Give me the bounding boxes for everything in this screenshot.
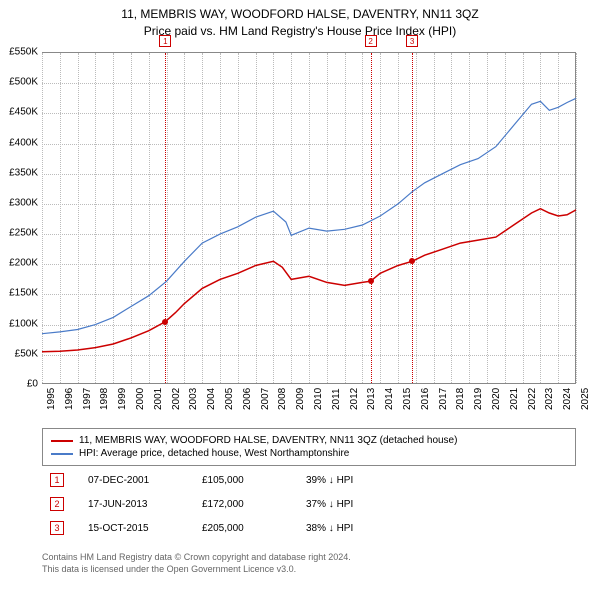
- y-tick-label: £100K: [9, 318, 38, 329]
- series-hpi: [42, 98, 576, 333]
- x-tick-label: 2003: [188, 388, 199, 410]
- x-tick-label: 2009: [295, 388, 306, 410]
- sale-row-price: £172,000: [202, 499, 282, 510]
- legend-label: HPI: Average price, detached house, West…: [79, 448, 349, 459]
- sale-row-badge: 1: [50, 473, 64, 487]
- y-tick-label: £150K: [9, 288, 38, 299]
- x-tick-label: 2013: [366, 388, 377, 410]
- x-tick-label: 2005: [224, 388, 235, 410]
- sale-row-hpi: 38% ↓ HPI: [306, 523, 396, 534]
- legend-swatch-property: [51, 440, 73, 442]
- sale-row-badge: 2: [50, 497, 64, 511]
- x-axis-labels: 1995 1996 1997 1998 1999 2000 2001 2002 2003 2004…: [42, 388, 576, 428]
- sale-row-price: £105,000: [202, 475, 282, 486]
- legend-row: HPI: Average price, detached house, West…: [51, 448, 567, 459]
- footnote: Contains HM Land Registry data © Crown c…: [42, 552, 576, 575]
- x-tick-label: 2019: [473, 388, 484, 410]
- x-tick-label: 2020: [491, 388, 502, 410]
- sale-table-row: 2 17-JUN-2013 £172,000 37% ↓ HPI: [42, 492, 576, 516]
- y-tick-label: £250K: [9, 228, 38, 239]
- y-tick-label: £0: [27, 379, 38, 390]
- sale-row-date: 17-JUN-2013: [88, 499, 178, 510]
- x-tick-label: 2017: [438, 388, 449, 410]
- footnote-line1: Contains HM Land Registry data © Crown c…: [42, 552, 576, 564]
- x-tick-label: 2015: [402, 388, 413, 410]
- x-tick-label: 2014: [384, 388, 395, 410]
- x-tick-label: 1999: [117, 388, 128, 410]
- y-tick-label: £300K: [9, 197, 38, 208]
- chart-title-line1: 11, MEMBRIS WAY, WOODFORD HALSE, DAVENTR…: [0, 6, 600, 23]
- sale-marker-dot: [368, 278, 374, 284]
- x-tick-label: 1998: [99, 388, 110, 410]
- x-tick-label: 2006: [242, 388, 253, 410]
- y-axis-labels: £0£50K£100K£150K£200K£250K£300K£350K£400…: [0, 52, 40, 384]
- y-tick-label: £550K: [9, 47, 38, 58]
- sale-row-price: £205,000: [202, 523, 282, 534]
- plot-area: 123: [42, 52, 576, 384]
- sale-table-row: 1 07-DEC-2001 £105,000 39% ↓ HPI: [42, 468, 576, 492]
- x-tick-label: 2000: [135, 388, 146, 410]
- x-tick-label: 2007: [260, 388, 271, 410]
- sale-row-date: 07-DEC-2001: [88, 475, 178, 486]
- sale-row-hpi: 39% ↓ HPI: [306, 475, 396, 486]
- x-tick-label: 2010: [313, 388, 324, 410]
- grid-line-v: [576, 53, 577, 383]
- x-tick-label: 1997: [82, 388, 93, 410]
- y-tick-label: £200K: [9, 258, 38, 269]
- sale-marker-badge: 1: [159, 35, 171, 47]
- x-tick-label: 1995: [46, 388, 57, 410]
- sale-row-badge: 3: [50, 521, 64, 535]
- chart-title-block: 11, MEMBRIS WAY, WOODFORD HALSE, DAVENTR…: [0, 0, 600, 40]
- x-tick-label: 2023: [544, 388, 555, 410]
- x-tick-label: 2018: [455, 388, 466, 410]
- x-tick-label: 2016: [420, 388, 431, 410]
- sales-table: 1 07-DEC-2001 £105,000 39% ↓ HPI 2 17-JUN-201…: [42, 468, 576, 540]
- x-tick-label: 2021: [509, 388, 520, 410]
- sale-marker-dot: [162, 319, 168, 325]
- x-tick-label: 1996: [64, 388, 75, 410]
- x-tick-label: 2001: [153, 388, 164, 410]
- legend: 11, MEMBRIS WAY, WOODFORD HALSE, DAVENTR…: [42, 428, 576, 466]
- x-tick-label: 2022: [527, 388, 538, 410]
- sale-table-row: 3 15-OCT-2015 £205,000 38% ↓ HPI: [42, 516, 576, 540]
- chart-title-line2: Price paid vs. HM Land Registry's House …: [0, 23, 600, 40]
- y-tick-label: £350K: [9, 167, 38, 178]
- y-tick-label: £500K: [9, 77, 38, 88]
- x-tick-label: 2002: [171, 388, 182, 410]
- x-tick-label: 2008: [277, 388, 288, 410]
- chart-container: 11, MEMBRIS WAY, WOODFORD HALSE, DAVENTR…: [0, 0, 600, 590]
- y-tick-label: £400K: [9, 137, 38, 148]
- sale-marker-dot: [409, 258, 415, 264]
- sale-row-hpi: 37% ↓ HPI: [306, 499, 396, 510]
- footnote-line2: This data is licensed under the Open Gov…: [42, 564, 576, 576]
- x-tick-label: 2012: [349, 388, 360, 410]
- sale-row-date: 15-OCT-2015: [88, 523, 178, 534]
- legend-swatch-hpi: [51, 453, 73, 455]
- x-tick-label: 2004: [206, 388, 217, 410]
- x-tick-label: 2011: [331, 388, 342, 410]
- legend-row: 11, MEMBRIS WAY, WOODFORD HALSE, DAVENTR…: [51, 435, 567, 446]
- legend-label: 11, MEMBRIS WAY, WOODFORD HALSE, DAVENTR…: [79, 435, 457, 446]
- sale-marker-badge: 2: [365, 35, 377, 47]
- series-property: [42, 209, 576, 352]
- y-tick-label: £50K: [15, 348, 38, 359]
- chart-svg: [42, 53, 576, 385]
- sale-marker-badge: 3: [406, 35, 418, 47]
- y-tick-label: £450K: [9, 107, 38, 118]
- x-tick-label: 2025: [580, 388, 591, 410]
- x-tick-label: 2024: [562, 388, 573, 410]
